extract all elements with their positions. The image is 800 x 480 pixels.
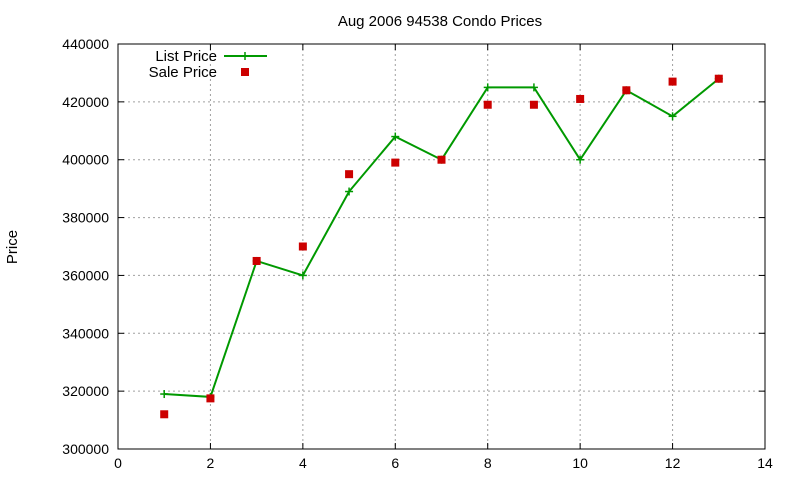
y-tick-label: 300000 [62,441,109,457]
sale-price-point [437,155,446,164]
y-tick-label: 440000 [62,36,109,52]
legend-swatch-sale-price [241,68,249,76]
y-tick-label: 340000 [62,325,109,341]
legend-plus-marker [241,52,249,60]
list-price-point [298,271,307,280]
sale-price-point [622,86,631,95]
sale-price-point [160,410,169,419]
x-tick-label: 8 [484,455,492,471]
x-tick-labels: 0 2 4 6 8 10 12 14 [114,455,773,471]
y-tick-label: 380000 [62,210,109,226]
axis-ticks [117,43,766,450]
legend: List Price Sale Price [149,48,267,81]
sale-price-point [345,170,354,179]
grid-lines [118,44,765,449]
sale-price-point [391,158,400,167]
x-tick-label: 4 [299,455,307,471]
y-tick-labels: 300000 320000 340000 360000 380000 400000 4200… [62,36,109,457]
y-axis-label: Price [4,230,21,264]
x-tick-label: 0 [114,455,122,471]
list-price-point [668,112,677,121]
list-price-point [160,390,169,399]
list-price-line [164,77,720,398]
x-tick-label: 2 [207,455,215,471]
sale-price-point [298,242,307,251]
list-price-point [529,83,538,92]
plot-frame [117,43,766,450]
list-price-point [483,83,492,92]
sale-price-point [529,100,538,109]
y-tick-label: 360000 [62,267,109,283]
legend-swatch-list-price [224,52,267,60]
list-price-point [391,132,400,141]
sale-price-point [483,100,492,109]
y-tick-label: 400000 [62,152,109,168]
sale-price-point [668,77,677,86]
sale-price-point [714,74,723,83]
sale-price-point [576,94,585,103]
legend-label-list-price: List Price [155,48,217,65]
y-tick-label: 320000 [62,383,109,399]
list-price-point [576,155,585,164]
y-tick-label: 420000 [62,94,109,110]
sale-price-point [206,394,215,403]
list-price-point [345,187,354,196]
legend-square-marker [241,68,249,76]
x-tick-label: 14 [757,455,773,471]
x-tick-label: 12 [665,455,681,471]
sale-price-point [252,256,261,265]
series [160,74,723,419]
x-tick-label: 10 [572,455,588,471]
legend-label-sale-price: Sale Price [149,64,217,81]
chart-title: Aug 2006 94538 Condo Prices [338,13,542,30]
x-tick-label: 6 [391,455,399,471]
